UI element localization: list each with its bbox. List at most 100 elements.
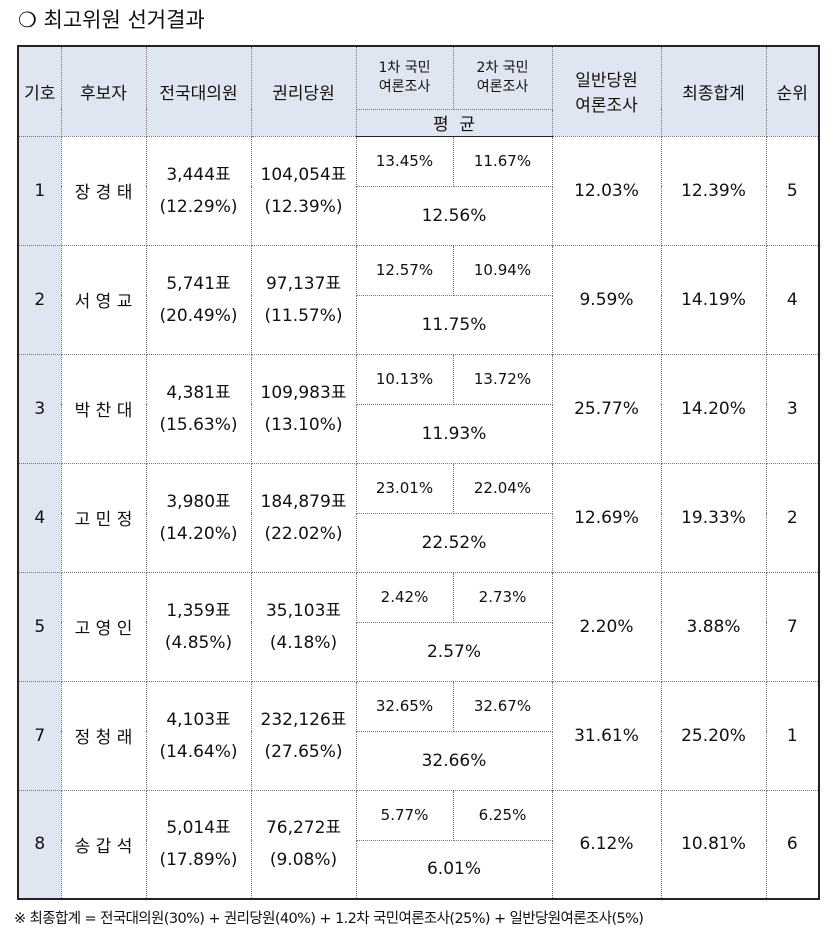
table-cell: 13.45% [355,135,454,187]
table-cell: 4,381표 (15.63%) [145,353,252,464]
table-cell: 고 영 인 [60,571,147,682]
cell-line: 4,103표 [166,709,231,730]
table-cell: 232,126표 (27.65%) [250,680,357,791]
cell-line: 4,381표 [166,382,231,403]
cell-line: (27.65%) [264,741,343,762]
table-cell: 6 [765,789,820,900]
table-cell: 23.01% [355,462,454,514]
table-cell: 3,980표 (14.20%) [145,462,252,573]
table-cell: 22.04% [452,462,553,514]
header-cell: 최종합계 [660,45,767,137]
table-cell: 12.57% [355,244,454,296]
table-cell: 5.77% [355,789,454,841]
table-row: 32.66% [18,730,819,791]
table-cell: 22.52% [355,512,553,573]
cell-line: (12.29%) [159,196,238,217]
header-cell: 권리당원 [250,45,357,137]
table-cell: 11.93% [355,403,553,464]
table-cell: 송 갑 석 [60,789,147,900]
table-cell: 3.88% [660,571,767,682]
table-cell: 4 [765,244,820,355]
table-cell: 2 [765,462,820,573]
table-cell: 4,103표 (14.64%) [145,680,252,791]
header-cell: 기호 [17,45,62,137]
table-cell: 정 청 래 [60,680,147,791]
table-cell: 2.20% [551,571,662,682]
table-cell: 1 [17,135,62,246]
table-cell: 32.65% [355,680,454,732]
table-cell: 31.61% [551,680,662,791]
table-cell: 장 경 태 [60,135,147,246]
table-cell: 35,103표 (4.18%) [250,571,357,682]
results-table: 기호 후보자 전국대의원 권리당원 1차 국민 여론조사 2차 국민 여론조사 일반… [17,45,820,900]
table-row: 11.75% [18,294,819,355]
table-cell: 184,879표 (22.02%) [250,462,357,573]
table-cell: 5,741표 (20.49%) [145,244,252,355]
header-cell: 후보자 [60,45,147,137]
header-cell: 전국대의원 [145,45,252,137]
table-row: 22.52% [18,512,819,573]
header-line: 2차 국민 [476,59,529,76]
cell-line: 97,137표 [265,273,342,294]
header-line: 일반당원 [575,71,638,92]
table-cell: 104,054표 (12.39%) [250,135,357,246]
cell-line: 3,444표 [166,164,231,185]
table-cell: 5 [765,135,820,246]
table-cell: 10.13% [355,353,454,405]
header-line: 여론조사 [575,96,638,117]
cell-line: 232,126표 [260,709,347,730]
table-cell: 12.03% [551,135,662,246]
cell-line: (17.89%) [159,850,238,871]
cell-line: (20.49%) [159,305,238,326]
table-cell: 12.56% [355,185,553,246]
cell-line: 104,054표 [260,164,347,185]
table-cell: 25.77% [551,353,662,464]
table-row: 6.01% [18,839,819,900]
footnote: ※ 최종합계 = 전국대의원(30%) + 권리당원(40%) + 1.2차 국… [14,911,644,927]
cell-line: (4.85%) [164,632,233,653]
table-cell: 박 찬 대 [60,353,147,464]
table-cell: 2.57% [355,621,553,682]
table-cell: 7 [765,571,820,682]
table-cell: 14.20% [660,353,767,464]
table-row: 2.57% [18,621,819,682]
table-cell: 1 [765,680,820,791]
cell-line: (15.63%) [159,414,238,435]
cell-line: (11.57%) [264,305,343,326]
cell-line: 76,272표 [265,818,342,839]
table-cell: 10.94% [452,244,553,296]
table-cell: 4 [17,462,62,573]
cell-line: (12.39%) [264,196,343,217]
cell-line: 184,879표 [260,491,347,512]
table-cell: 2.42% [355,571,454,623]
table-cell: 11.75% [355,294,553,355]
cell-line: (14.20%) [159,523,238,544]
table-cell: 32.67% [452,680,553,732]
table-cell: 서 영 교 [60,244,147,355]
table-cell: 9.59% [551,244,662,355]
table-cell: 8 [17,789,62,900]
table-cell: 7 [17,680,62,791]
table-cell: 25.20% [660,680,767,791]
cell-line: 5,741표 [166,273,231,294]
cell-line: 3,980표 [166,491,231,512]
table-cell: 11.67% [452,135,553,187]
table-cell: 13.72% [452,353,553,405]
header-cell: 평 균 [355,108,553,137]
table-cell: 5 [17,571,62,682]
table-cell: 19.33% [660,462,767,573]
table-cell: 14.19% [660,244,767,355]
header-line: 여론조사 [476,78,529,95]
table-cell: 3 [17,353,62,464]
table-cell: 12.39% [660,135,767,246]
table-cell: 109,983표 (13.10%) [250,353,357,464]
